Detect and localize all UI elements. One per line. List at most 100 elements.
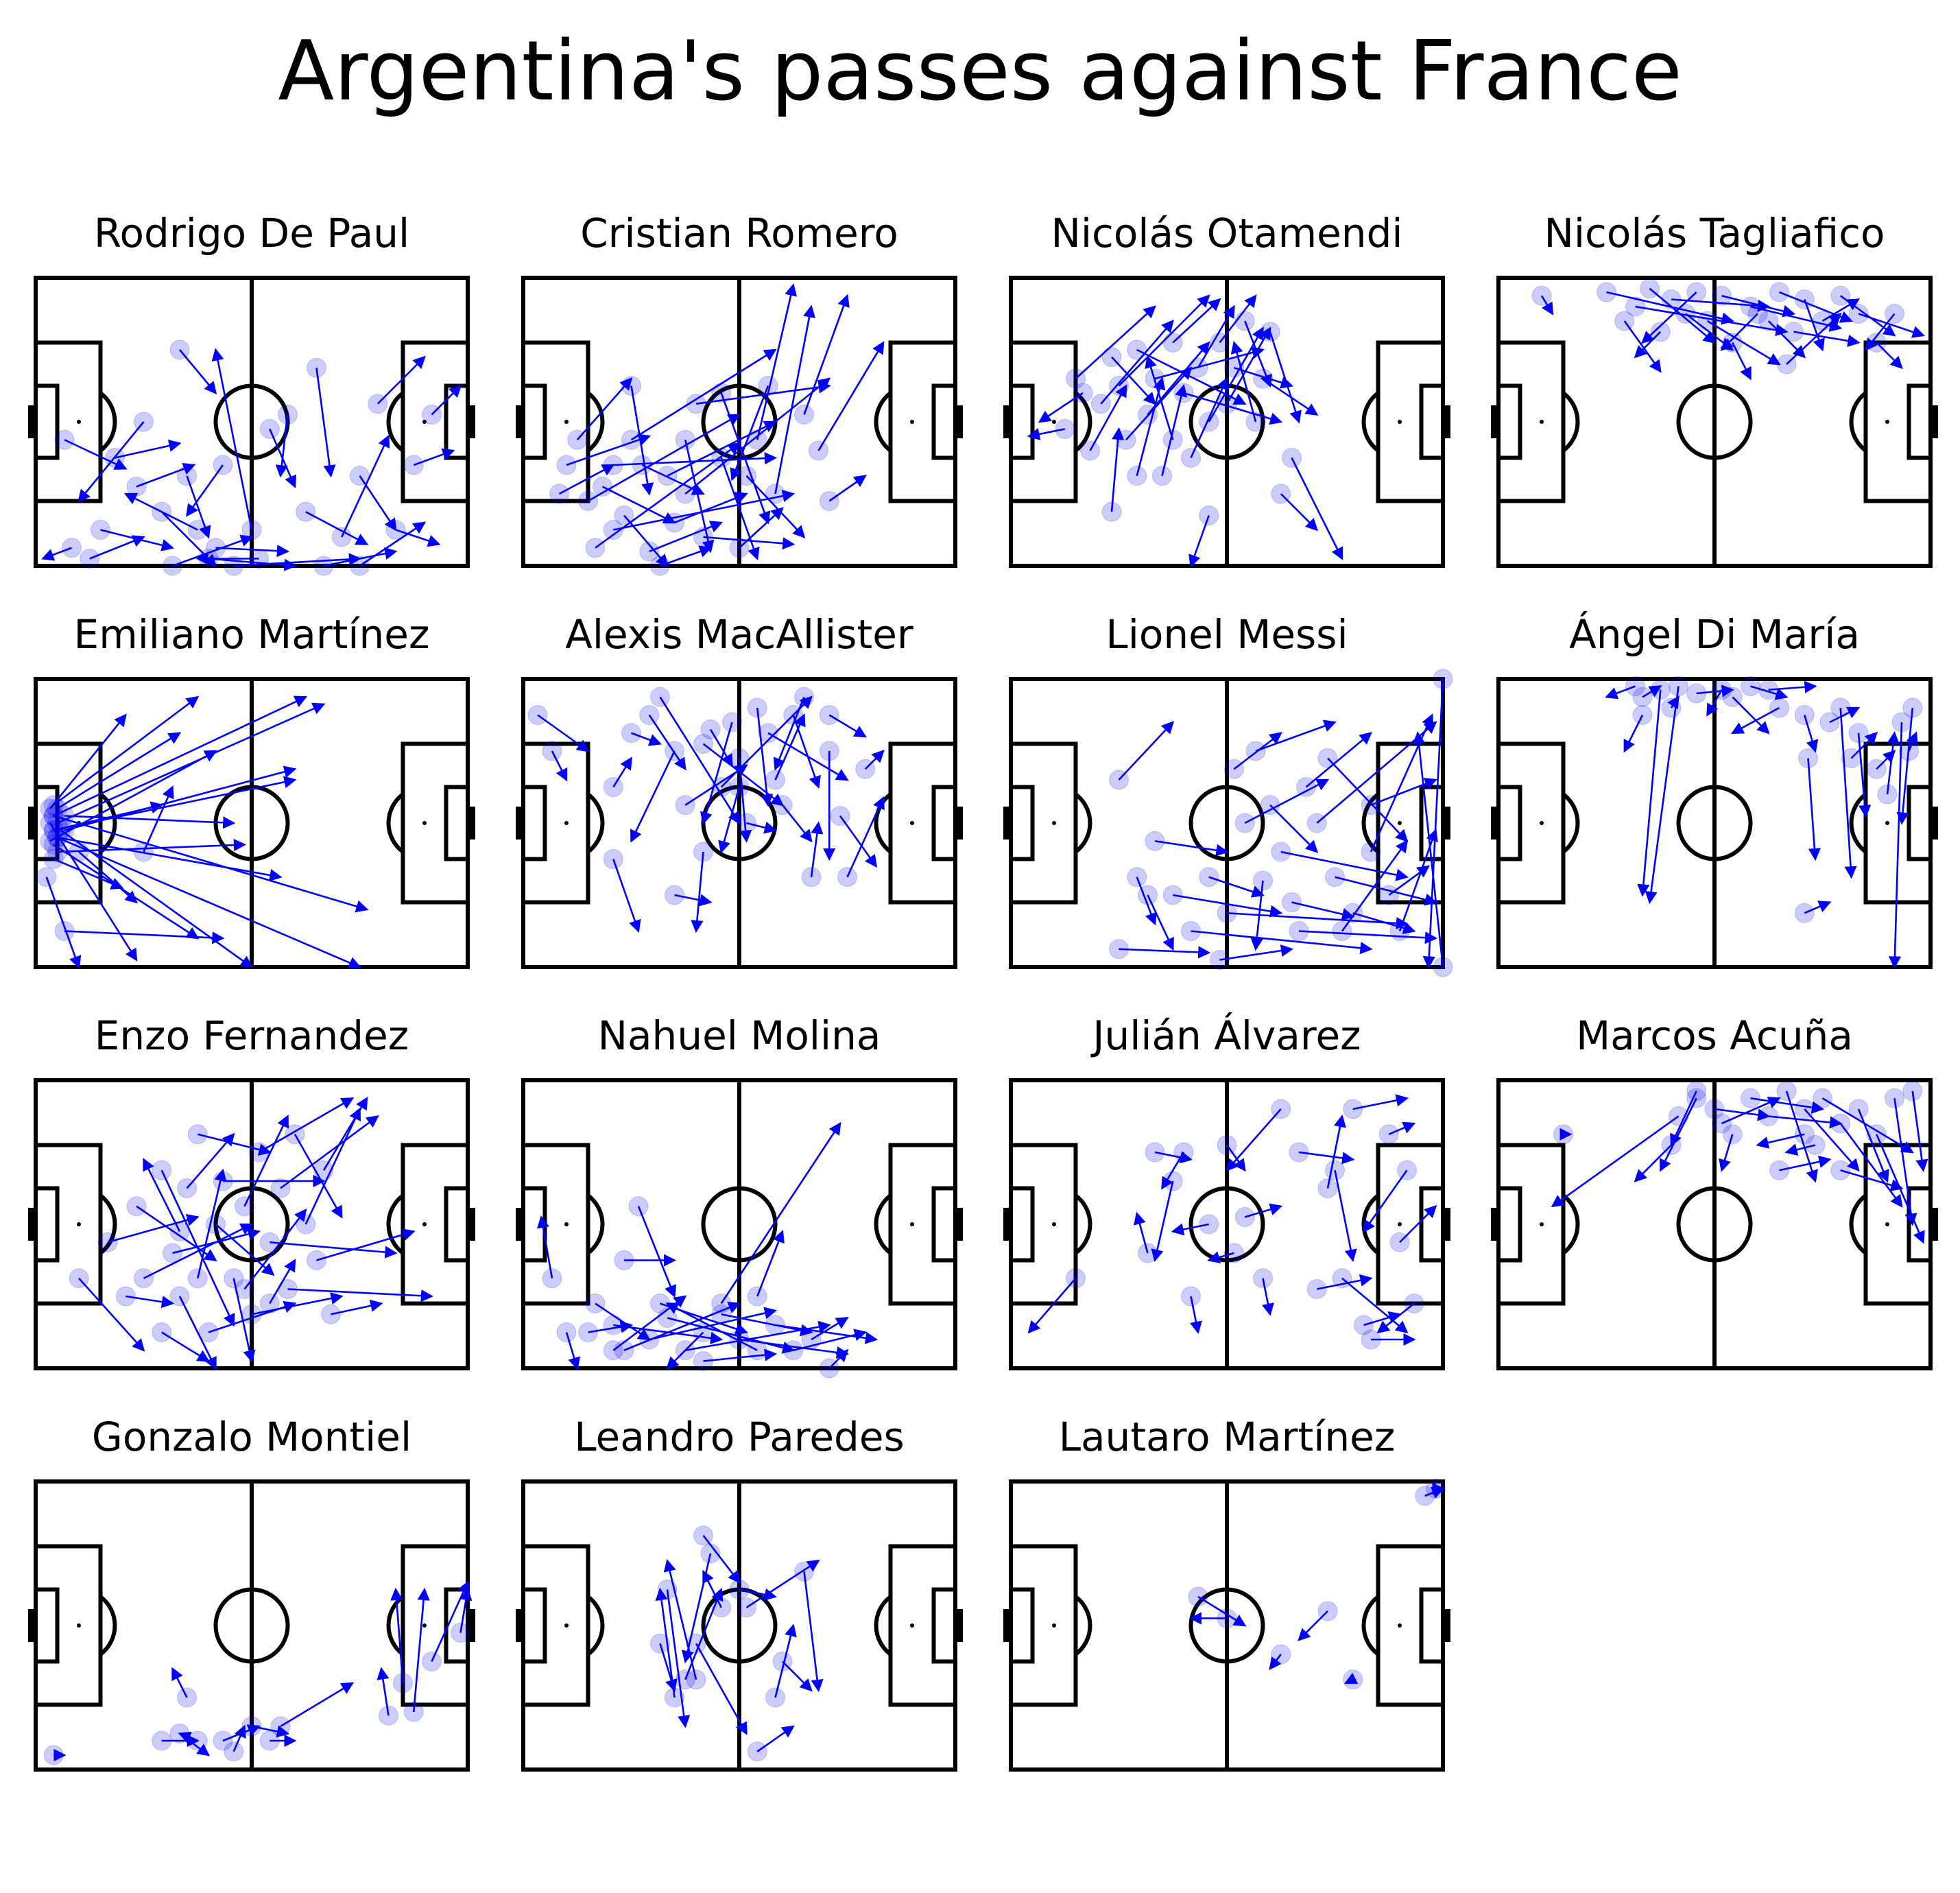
pass-arrow [377,1667,390,1716]
pass-arrow [304,1107,361,1225]
penalty-arc-right [874,792,892,854]
six-yard-box-right [444,1186,470,1263]
goal-left [28,1609,38,1642]
six-yard-box-left [34,1587,60,1664]
pass-arrow [1706,320,1781,366]
pass-arrow [172,534,254,567]
penalty-spot-left [564,1623,569,1628]
penalty-arc-left [1562,792,1580,854]
centre-circle [1188,1587,1265,1664]
pass-arrow [1793,331,1861,347]
pass-arrow [1714,1108,1771,1121]
pass-arrow [702,1569,722,1608]
pass-arrow [1147,894,1174,951]
pass-arrow [64,815,236,829]
pass-arrow [803,1571,824,1693]
pass-arrow [1298,1610,1328,1641]
pass-arrow [1208,876,1265,898]
pass-arrow [746,821,778,834]
pass-arrow [1219,944,1294,961]
goal-left [1491,405,1501,438]
penalty-arc-right [874,391,892,453]
pass-arrow [745,475,806,538]
pass-arrow [739,1588,778,1601]
passes [1188,1479,1446,1690]
pass-arrow [1768,680,1817,693]
pass-arrow [359,475,397,532]
penalty-spot-right [1398,821,1402,825]
pass-arrow [215,545,290,558]
pass-arrow [1352,1094,1409,1110]
passes [43,1580,473,1765]
pass-arrow [1145,355,1174,440]
pass-arrow [233,553,362,567]
panel-title: Nicolás Tagliafico [1544,210,1885,257]
pass-arrow [1670,1091,1697,1147]
pass-arrow [251,1725,290,1738]
pass-arrow [637,1206,677,1298]
penalty-area-right [401,741,470,905]
pass-arrow [1721,294,1796,318]
pass-arrow [243,1115,289,1207]
pass-arrow [431,384,462,416]
six-yard-box-right [931,1587,957,1664]
pass-arrow [774,305,815,495]
pass-arrow [413,448,455,466]
pass-arrow [1197,1595,1247,1627]
panel-title: Cristian Romero [580,210,898,257]
pass-arrow [1154,1151,1193,1164]
six-yard-box-left [1009,785,1035,861]
pass-arrow [1226,1108,1282,1172]
pass-arrow [1226,1144,1246,1172]
penalty-arc-left [1074,1595,1092,1656]
centre-circle [701,1186,778,1263]
penalty-spot-right [910,1222,914,1226]
panel-title: Rodrigo De Paul [93,210,410,257]
pass-arrow [1352,912,1416,934]
pass-arrow [1280,493,1319,532]
pass-arrow [53,695,200,806]
penalty-arc-right [874,1193,892,1255]
penalty-arc-left [99,1193,117,1255]
pass-arrow [1399,1204,1437,1243]
penalty-area-left [1496,1143,1566,1306]
panel-title: Nahuel Molina [597,1012,881,1059]
penalty-spot-left [1540,1222,1544,1226]
pass-arrow [1305,732,1372,788]
penalty-area-left [1496,741,1566,905]
penalty-spot-left [77,1623,81,1628]
pass-arrow [136,1205,217,1261]
pass-arrow [459,1587,473,1633]
pass-arrow [1642,685,1662,698]
pass-arrow [53,815,369,913]
pass-arrow [537,714,590,752]
pass-arrow [126,1295,175,1309]
penalty-arc-right [1361,1193,1380,1255]
pass-arrow [587,414,741,502]
six-yard-box-right [1419,1186,1445,1263]
penalty-area-right [1376,340,1445,503]
pitch-panel [1003,1479,1450,1772]
pass-arrow [1298,1151,1355,1165]
six-yard-box-right [931,1186,957,1263]
penalty-spot-right [1885,1222,1889,1226]
penalty-area-left [521,340,590,503]
panel-title: Alexis MacAllister [565,611,913,658]
six-yard-box-left [521,1587,547,1664]
pass-arrow [1341,840,1409,932]
pass-arrow [1635,305,1789,337]
penalty-area-left [1009,1544,1078,1707]
penalty-spot-left [1540,420,1544,424]
penalty-arc-right [1361,792,1380,854]
pass-arrow [1785,1091,1818,1183]
pass-arrow [1721,1097,1781,1125]
centre-circle [1676,383,1753,460]
pass-arrow [1886,731,1900,795]
passes [69,1097,434,1370]
pass-arrow [232,1278,256,1364]
goal-left [1491,807,1501,840]
pass-arrow [660,1302,748,1335]
pass-arrow [1412,731,1444,968]
pass-arrow [107,1213,200,1243]
pass-arrow [1363,1311,1402,1326]
